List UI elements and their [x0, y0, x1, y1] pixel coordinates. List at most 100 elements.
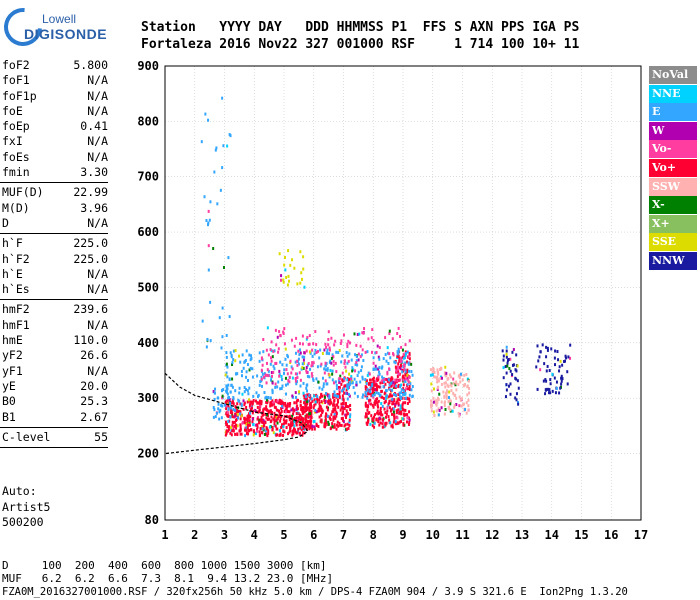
- echo-point: [280, 399, 283, 403]
- echo-point: [221, 394, 224, 398]
- echo-point: [330, 336, 333, 340]
- echo-point: [243, 390, 246, 394]
- echo-point: [336, 403, 339, 407]
- echo-point: [439, 375, 442, 379]
- echo-point: [325, 368, 328, 372]
- echo-point: [213, 397, 216, 401]
- echo-point: [408, 418, 411, 422]
- echo-point: [318, 401, 321, 405]
- echo-point: [406, 370, 409, 374]
- echo-point: [260, 400, 263, 404]
- echo-point: [306, 427, 309, 431]
- echo-point: [301, 334, 304, 338]
- echo-point: [299, 422, 302, 426]
- echo-point: [248, 419, 251, 423]
- echo-point: [327, 401, 330, 405]
- echo-point: [294, 428, 297, 432]
- echo-point: [240, 404, 243, 408]
- echo-point: [369, 402, 372, 406]
- echo-point: [355, 343, 358, 347]
- echo-point: [266, 326, 269, 330]
- echo-point: [437, 385, 440, 389]
- echo-point: [295, 418, 298, 422]
- echo-point: [372, 361, 375, 365]
- echo-point: [396, 354, 399, 358]
- echo-point: [345, 427, 348, 431]
- echo-point: [372, 395, 375, 399]
- param-name: foF1: [2, 73, 30, 88]
- echo-point: [317, 409, 320, 413]
- echo-point: [384, 382, 387, 386]
- echo-point: [286, 372, 289, 376]
- echo-point: [299, 404, 302, 408]
- echo-point: [234, 414, 237, 418]
- echo-point: [302, 393, 305, 397]
- echo-point: [347, 359, 350, 363]
- echo-point: [445, 374, 448, 378]
- echo-point: [402, 365, 405, 369]
- echo-point: [436, 380, 439, 384]
- echo-point: [309, 422, 312, 426]
- echo-point: [377, 355, 380, 359]
- echo-point: [331, 372, 334, 376]
- echo-point: [270, 400, 273, 404]
- echo-point: [282, 422, 285, 426]
- echo-point: [290, 421, 293, 425]
- echo-point: [399, 385, 402, 389]
- echo-point: [345, 413, 348, 417]
- echo-point: [373, 425, 376, 429]
- echo-point: [247, 414, 250, 418]
- echo-point: [406, 377, 409, 381]
- echo-point: [345, 388, 348, 392]
- echo-point: [379, 410, 382, 414]
- echo-point: [302, 426, 305, 430]
- echo-point: [286, 404, 289, 408]
- echo-point: [360, 353, 363, 357]
- echo-point: [555, 380, 558, 384]
- echo-point: [271, 399, 274, 403]
- density-profile-curve: [164, 372, 309, 455]
- echo-point: [279, 419, 282, 423]
- echo-point: [432, 368, 435, 372]
- echo-point: [504, 395, 507, 399]
- echo-point: [310, 416, 313, 420]
- echo-point: [408, 410, 411, 414]
- echo-point: [403, 364, 406, 368]
- echo-point: [256, 423, 259, 427]
- echo-point: [382, 396, 385, 400]
- param-value: N/A: [87, 73, 108, 88]
- echo-point: [400, 345, 403, 349]
- echo-point: [340, 402, 343, 406]
- echo-point: [269, 396, 272, 400]
- echo-point: [291, 420, 294, 424]
- param-name: foEs: [2, 149, 30, 164]
- echo-point: [365, 393, 368, 397]
- echo-point: [213, 391, 216, 395]
- echo-point: [229, 402, 232, 406]
- echo-point: [321, 409, 324, 413]
- echo-point: [506, 361, 509, 365]
- echo-point: [287, 423, 290, 427]
- echo-point: [539, 350, 542, 354]
- echo-point: [347, 426, 350, 430]
- echo-point: [286, 382, 289, 386]
- echo-point: [236, 414, 239, 418]
- echo-point: [511, 350, 514, 354]
- echo-point: [448, 373, 451, 377]
- echo-point: [306, 389, 309, 393]
- echo-point: [366, 374, 369, 378]
- echo-point: [298, 423, 301, 427]
- echo-point: [275, 361, 278, 365]
- echo-point: [543, 362, 546, 366]
- echo-point: [293, 424, 296, 428]
- echo-point: [340, 382, 343, 386]
- echo-point: [305, 370, 308, 374]
- echo-point: [243, 386, 246, 390]
- echo-point: [307, 415, 310, 419]
- echo-point: [403, 363, 406, 367]
- echo-point: [440, 406, 443, 410]
- echo-point: [225, 389, 228, 393]
- echo-point: [285, 383, 288, 387]
- echo-point: [303, 401, 306, 405]
- echo-point: [550, 347, 553, 351]
